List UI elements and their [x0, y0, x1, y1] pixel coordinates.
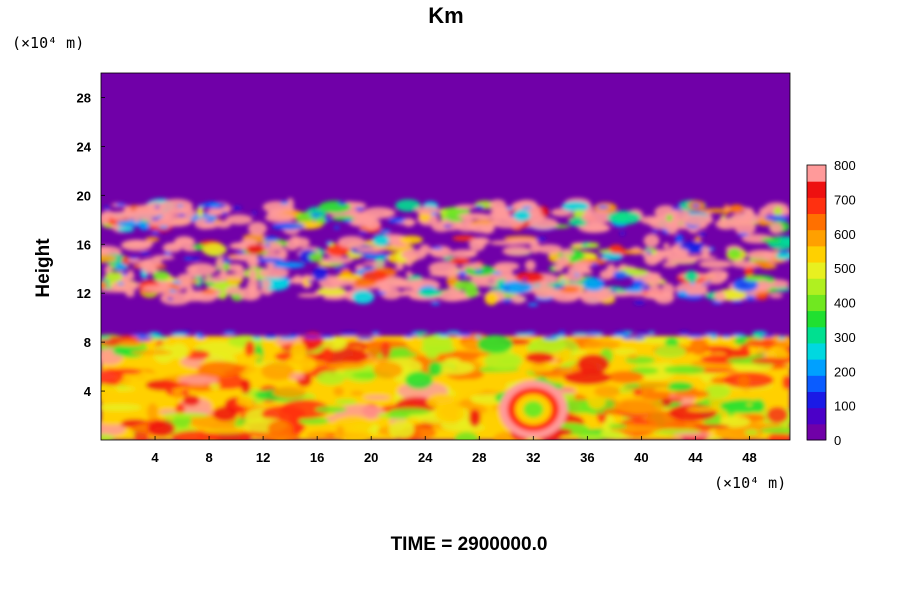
colorbar-swatch	[807, 213, 826, 231]
y-axis-ticks: 4 8 12 16 20 24 28	[77, 90, 105, 399]
y-tick-label: 20	[77, 188, 91, 203]
plot-area	[101, 73, 790, 440]
colorbar-swatch	[807, 262, 826, 279]
colorbar-swatch	[807, 423, 826, 441]
y-tick-label: 8	[84, 335, 91, 350]
y-tick-label: 4	[84, 384, 92, 399]
y-tick-label: 24	[77, 139, 92, 154]
x-tick-label: 36	[580, 450, 594, 465]
colorbar-swatch	[807, 326, 826, 344]
x-axis-ticks: 4 8 12 16 20 24 28 32 36 40 44 48	[151, 436, 757, 465]
colorbar-frame	[806, 164, 827, 441]
x-tick-label: 48	[742, 450, 756, 465]
colorbar-tick-label: 800	[834, 158, 856, 173]
y-unit-label: (×10⁴ m)	[12, 34, 84, 52]
colorbar-tick-label: 300	[834, 330, 856, 345]
x-tick-label: 32	[526, 450, 540, 465]
colorbar-tick-label: 700	[834, 192, 856, 207]
colorbar-tick-label: 500	[834, 261, 856, 276]
colorbar-swatch	[807, 245, 826, 263]
colorbar-swatch	[807, 391, 826, 409]
y-tick-label: 28	[77, 90, 91, 105]
colorbar-swatch	[807, 310, 826, 328]
colorbar-tick-label: 600	[834, 227, 856, 242]
colorbar-swatch	[807, 359, 826, 376]
colorbar-swatch	[807, 407, 826, 425]
y-tick-label: 16	[77, 237, 91, 252]
colorbar-swatch	[807, 278, 826, 295]
colorbar-tick-label: 0	[834, 433, 841, 448]
colorbar-swatch	[807, 197, 826, 215]
colorbar-tick-label: 400	[834, 296, 856, 311]
x-tick-label: 44	[688, 450, 703, 465]
colorbar-swatch	[807, 181, 826, 198]
plot-frame	[100, 72, 791, 441]
colorbar-swatch	[807, 229, 826, 247]
colorbar-swatch	[807, 375, 826, 392]
colorbar: 0 100 200 300 400 500 600 700 800	[806, 158, 856, 448]
colorbar-tick-label: 200	[834, 364, 856, 379]
x-tick-label: 16	[310, 450, 324, 465]
colorbar-swatch	[807, 294, 826, 312]
colorbar-swatch	[807, 342, 826, 360]
x-tick-label: 8	[205, 450, 212, 465]
colorbar-swatch	[807, 165, 826, 182]
x-tick-label: 20	[364, 450, 378, 465]
x-tick-label: 4	[151, 450, 159, 465]
y-tick-label: 12	[77, 286, 91, 301]
x-tick-label: 24	[418, 450, 433, 465]
time-label: TIME = 2900000.0	[391, 534, 548, 555]
field-upper-band	[101, 197, 790, 307]
colorbar-tick-label: 100	[834, 399, 856, 414]
x-tick-label: 40	[634, 450, 648, 465]
x-tick-label: 28	[472, 450, 486, 465]
y-axis-label: Height	[33, 238, 54, 298]
field-lower-layer	[101, 330, 790, 440]
chart-title: Km	[428, 3, 463, 28]
x-unit-label: (×10⁴ m)	[714, 474, 786, 492]
x-tick-label: 12	[256, 450, 270, 465]
